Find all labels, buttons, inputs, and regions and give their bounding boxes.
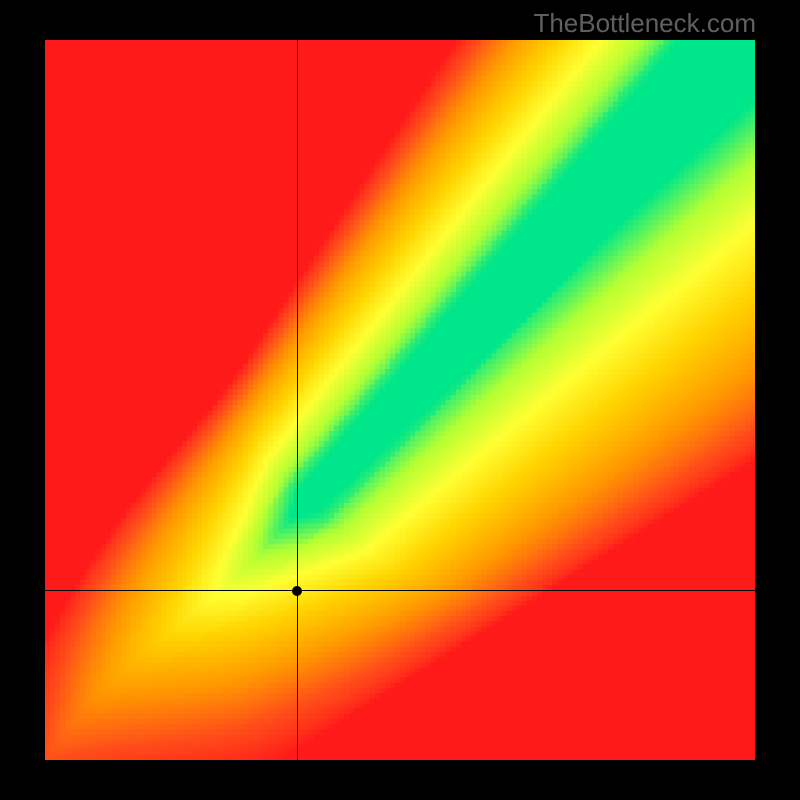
crosshair-horizontal (45, 590, 755, 591)
watermark-text: TheBottleneck.com (533, 8, 756, 39)
chart-frame: TheBottleneck.com (0, 0, 800, 800)
bottleneck-marker (292, 586, 302, 596)
heatmap-plot (45, 40, 755, 760)
heatmap-canvas (45, 40, 755, 760)
crosshair-vertical (297, 40, 298, 760)
